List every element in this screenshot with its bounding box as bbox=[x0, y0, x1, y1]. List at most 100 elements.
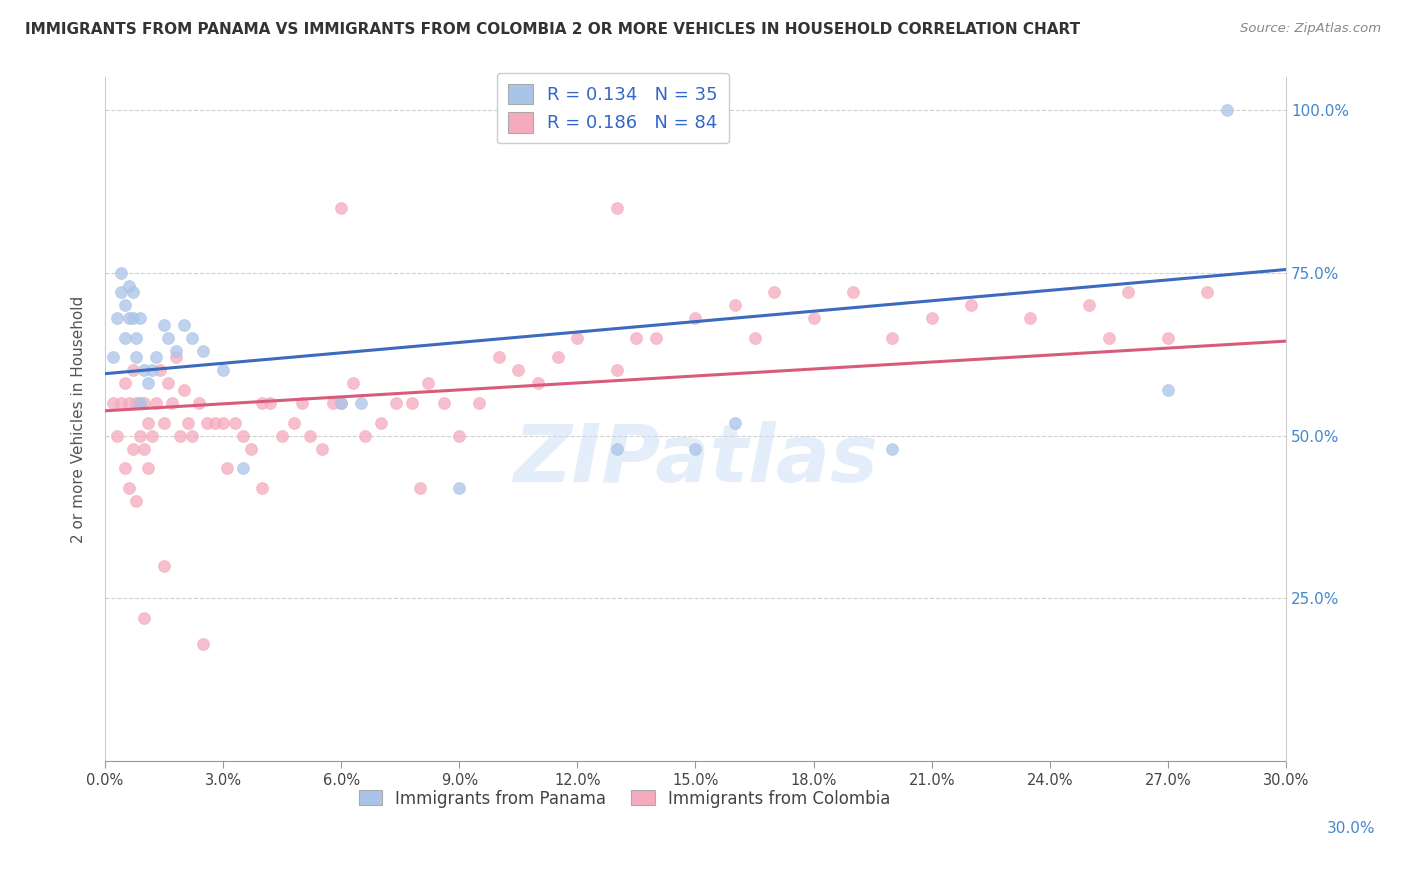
Point bbox=[606, 363, 628, 377]
Point bbox=[252, 481, 274, 495]
Point bbox=[153, 558, 176, 573]
Point bbox=[153, 318, 176, 332]
Point bbox=[224, 416, 246, 430]
Point bbox=[121, 363, 143, 377]
Point bbox=[1019, 311, 1042, 326]
Point bbox=[193, 343, 215, 358]
Point bbox=[468, 396, 491, 410]
Point bbox=[298, 428, 321, 442]
Point bbox=[180, 428, 202, 442]
Point bbox=[180, 331, 202, 345]
Point bbox=[271, 428, 294, 442]
Point bbox=[508, 363, 530, 377]
Point bbox=[101, 351, 124, 365]
Point bbox=[125, 396, 148, 410]
Point bbox=[114, 298, 136, 312]
Point bbox=[283, 416, 305, 430]
Point bbox=[724, 298, 747, 312]
Point bbox=[134, 363, 156, 377]
Point bbox=[110, 266, 132, 280]
Point bbox=[129, 428, 152, 442]
Point bbox=[117, 311, 139, 326]
Point bbox=[173, 383, 195, 397]
Point bbox=[606, 442, 628, 456]
Point bbox=[204, 416, 226, 430]
Point bbox=[342, 376, 364, 391]
Point bbox=[188, 396, 211, 410]
Point bbox=[960, 298, 983, 312]
Point bbox=[353, 428, 375, 442]
Point bbox=[409, 481, 432, 495]
Y-axis label: 2 or more Vehicles in Household: 2 or more Vehicles in Household bbox=[72, 295, 86, 543]
Point bbox=[1078, 298, 1101, 312]
Point bbox=[149, 363, 172, 377]
Text: Source: ZipAtlas.com: Source: ZipAtlas.com bbox=[1240, 22, 1381, 36]
Point bbox=[330, 396, 353, 410]
Point bbox=[121, 311, 143, 326]
Point bbox=[114, 376, 136, 391]
Text: IMMIGRANTS FROM PANAMA VS IMMIGRANTS FROM COLOMBIA 2 OR MORE VEHICLES IN HOUSEHO: IMMIGRANTS FROM PANAMA VS IMMIGRANTS FRO… bbox=[25, 22, 1080, 37]
Point bbox=[125, 331, 148, 345]
Point bbox=[215, 461, 238, 475]
Point bbox=[606, 201, 628, 215]
Point bbox=[370, 416, 392, 430]
Point bbox=[121, 285, 143, 300]
Point bbox=[176, 416, 198, 430]
Point bbox=[252, 396, 274, 410]
Point bbox=[129, 396, 152, 410]
Point bbox=[134, 442, 156, 456]
Point bbox=[136, 416, 159, 430]
Point bbox=[1118, 285, 1140, 300]
Point bbox=[449, 428, 471, 442]
Point bbox=[567, 331, 589, 345]
Point bbox=[165, 351, 187, 365]
Point bbox=[685, 311, 707, 326]
Legend: Immigrants from Panama, Immigrants from Colombia: Immigrants from Panama, Immigrants from … bbox=[352, 783, 897, 814]
Point bbox=[685, 442, 707, 456]
Point bbox=[105, 311, 128, 326]
Point bbox=[1157, 331, 1180, 345]
Point bbox=[117, 278, 139, 293]
Point bbox=[291, 396, 314, 410]
Point bbox=[160, 396, 183, 410]
Point bbox=[134, 396, 156, 410]
Point bbox=[803, 311, 825, 326]
Point bbox=[232, 461, 254, 475]
Point bbox=[165, 343, 187, 358]
Point bbox=[141, 363, 163, 377]
Point bbox=[195, 416, 218, 430]
Point bbox=[416, 376, 439, 391]
Point bbox=[114, 461, 136, 475]
Point bbox=[882, 442, 904, 456]
Point bbox=[547, 351, 569, 365]
Point bbox=[432, 396, 454, 410]
Point bbox=[173, 318, 195, 332]
Point bbox=[724, 416, 747, 430]
Text: 30.0%: 30.0% bbox=[1327, 821, 1375, 836]
Point bbox=[145, 396, 167, 410]
Point bbox=[125, 493, 148, 508]
Point bbox=[1197, 285, 1219, 300]
Point bbox=[1216, 103, 1239, 117]
Point bbox=[212, 363, 235, 377]
Point bbox=[311, 442, 333, 456]
Point bbox=[129, 396, 152, 410]
Point bbox=[322, 396, 344, 410]
Point bbox=[125, 351, 148, 365]
Point bbox=[1157, 383, 1180, 397]
Point bbox=[449, 481, 471, 495]
Point bbox=[385, 396, 408, 410]
Point bbox=[134, 611, 156, 625]
Point bbox=[488, 351, 510, 365]
Point bbox=[169, 428, 191, 442]
Point bbox=[153, 416, 176, 430]
Point bbox=[645, 331, 668, 345]
Point bbox=[763, 285, 786, 300]
Point bbox=[232, 428, 254, 442]
Point bbox=[101, 396, 124, 410]
Point bbox=[129, 311, 152, 326]
Point bbox=[110, 396, 132, 410]
Point bbox=[110, 285, 132, 300]
Point bbox=[114, 331, 136, 345]
Point bbox=[117, 481, 139, 495]
